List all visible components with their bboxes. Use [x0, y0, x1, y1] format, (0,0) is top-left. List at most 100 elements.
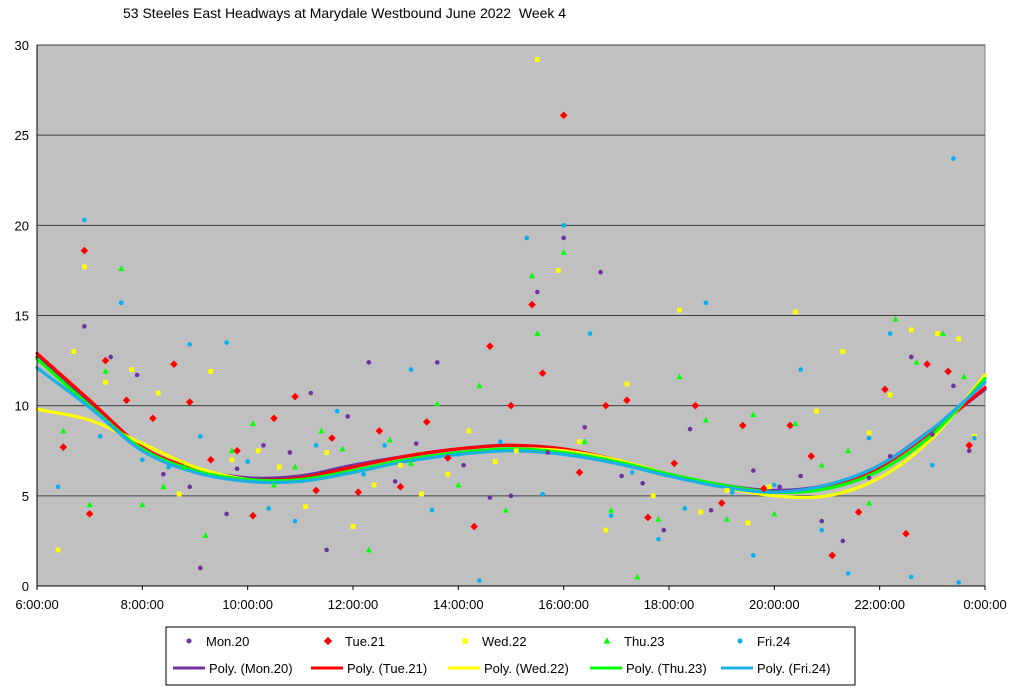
data-point-fri-24: [498, 439, 503, 445]
data-point-fri-24: [729, 489, 735, 495]
data-point-mon-20: [413, 441, 419, 446]
data-point-mon-20: [535, 289, 540, 295]
data-point-mon-20: [687, 426, 693, 432]
data-point-wed-22: [534, 57, 540, 62]
data-point-thu-23: [318, 427, 325, 434]
data-point-wed-22: [492, 459, 498, 464]
data-point-tue-21: [444, 454, 452, 462]
data-point-thu-23: [139, 501, 146, 508]
data-point-wed-22: [935, 331, 940, 336]
data-point-mon-20: [708, 507, 714, 513]
data-point-wed-22: [129, 367, 135, 372]
data-point-mon-20: [640, 480, 645, 486]
data-point-mon-20: [161, 471, 166, 477]
data-point-mon-20: [866, 475, 872, 481]
data-point-mon-20: [930, 432, 935, 437]
data-point-fri-24: [456, 452, 461, 457]
data-point-wed-22: [55, 547, 61, 553]
data-point-mon-20: [134, 372, 140, 378]
data-point-wed-22: [814, 408, 819, 414]
data-point-wed-22: [155, 390, 161, 396]
data-point-fri-24: [682, 506, 688, 511]
data-point-wed-22: [176, 491, 182, 497]
data-point-mon-20: [966, 448, 972, 454]
data-point-wed-22: [650, 493, 656, 499]
data-point-thu-23: [845, 447, 852, 454]
data-point-tue-21: [85, 510, 94, 518]
data-point-fri-24: [140, 457, 145, 463]
x-tick-label: 8:00:00: [121, 597, 164, 612]
x-tick-label: 6:00:00: [15, 597, 58, 612]
data-point-wed-22: [745, 520, 751, 526]
data-point-tue-21: [670, 459, 679, 468]
data-point-wed-22: [577, 439, 582, 445]
data-point-thu-23: [560, 249, 567, 255]
data-point-fri-24: [819, 527, 825, 533]
data-point-tue-21: [854, 508, 863, 516]
data-point-wed-22: [840, 349, 846, 354]
y-tick-label: 10: [15, 399, 29, 414]
data-point-fri-24: [561, 223, 566, 228]
data-point-thu-23: [534, 330, 541, 336]
data-points: [55, 57, 977, 585]
data-point-thu-23: [866, 499, 873, 506]
legend-label-poly-fri-24: Poly. (Fri.24): [757, 661, 830, 676]
data-point-wed-22: [303, 504, 308, 510]
data-point-mon-20: [750, 468, 756, 473]
data-point-thu-23: [792, 420, 799, 427]
data-point-thu-23: [102, 368, 109, 374]
data-point-tue-21: [575, 468, 584, 477]
data-point-wed-22: [466, 428, 472, 434]
data-point-wed-22: [229, 457, 235, 463]
data-point-mon-20: [619, 473, 624, 479]
data-point-mon-20: [434, 360, 440, 365]
data-point-fri-24: [118, 300, 124, 306]
data-point-mon-20: [598, 269, 603, 275]
data-point-fri-24: [334, 408, 340, 414]
data-point-fri-24: [166, 464, 171, 470]
data-point-fri-24: [97, 434, 103, 439]
data-point-fri-24: [187, 342, 193, 347]
data-point-mon-20: [951, 383, 956, 389]
data-point-tue-21: [291, 392, 299, 401]
data-point-fri-24: [477, 578, 482, 583]
data-point-mon-20: [197, 565, 203, 571]
data-point-thu-23: [529, 272, 536, 279]
data-point-fri-24: [866, 435, 872, 441]
data-point-mon-20: [661, 527, 667, 533]
data-point-fri-24: [629, 470, 635, 475]
data-point-mon-20: [487, 495, 493, 500]
data-point-thu-23: [202, 532, 209, 538]
data-point-tue-21: [207, 455, 215, 464]
data-point-mon-20: [798, 473, 803, 479]
data-point-thu-23: [502, 506, 509, 513]
data-point-tue-21: [249, 511, 257, 520]
data-point-fri-24: [972, 435, 977, 441]
series-fri-24: [55, 156, 977, 585]
x-tick-label: 22:00:00: [854, 597, 905, 612]
data-point-wed-22: [624, 381, 630, 387]
x-tick-label: 14:00:00: [433, 597, 484, 612]
data-point-tue-21: [396, 483, 405, 491]
data-point-mon-20: [234, 466, 240, 472]
data-point-thu-23: [702, 416, 709, 423]
legend-label-fri-24: Fri.24: [757, 634, 790, 649]
data-point-mon-20: [777, 484, 782, 490]
data-point-thu-23: [292, 463, 299, 470]
y-tick-label: 20: [15, 218, 29, 233]
data-point-tue-21: [691, 401, 700, 410]
data-point-thu-23: [676, 373, 683, 380]
data-point-tue-21: [881, 385, 889, 394]
data-point-fri-24: [429, 507, 435, 513]
x-tick-label: 12:00:00: [328, 597, 379, 612]
data-point-mon-20: [908, 354, 914, 360]
series-tue-21: [59, 111, 973, 560]
data-point-fri-24: [313, 443, 319, 448]
data-point-thu-23: [581, 438, 588, 445]
data-point-wed-22: [71, 349, 77, 354]
data-point-mon-20: [819, 518, 825, 524]
data-point-fri-24: [292, 518, 298, 524]
y-tick-label: 5: [22, 489, 29, 504]
data-point-fri-24: [908, 574, 914, 580]
